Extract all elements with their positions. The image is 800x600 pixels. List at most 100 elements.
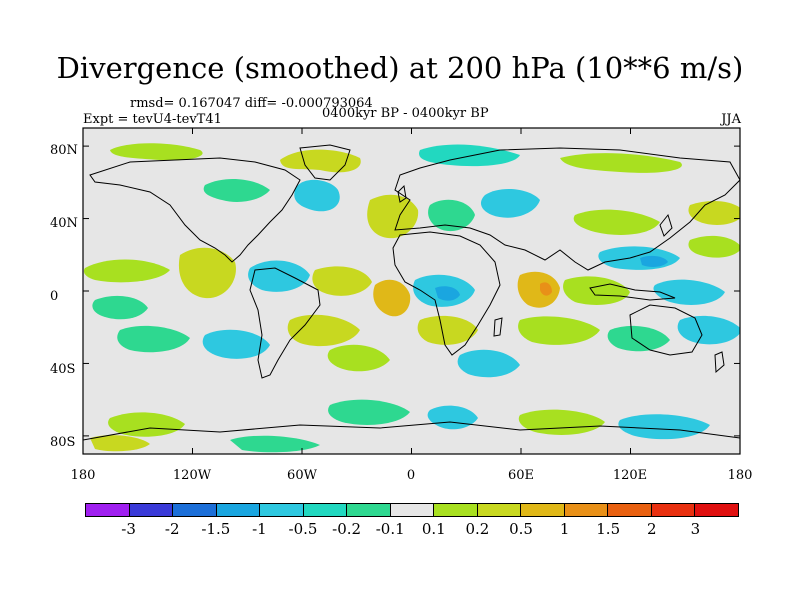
x-tick-label: 60E [507,468,535,483]
field-patch [428,199,475,232]
greenland-outline [299,144,351,181]
field-patch [327,344,390,372]
period-label: 0400kyr BP - 0400kyr BP [322,106,489,121]
colorbar-level-label: 3 [690,520,701,538]
colorbar-swatch [216,504,261,516]
field-patch [688,200,740,225]
colorbar-level-label: -3 [121,520,136,538]
field-patch [435,286,460,301]
field-patch [618,414,710,440]
x-tick-label: 60W [287,468,317,483]
australia-outline [629,304,703,356]
africa-outline [392,231,501,356]
north-america-outline [89,157,301,263]
field-patch [560,153,682,173]
colorbar-level-label: -0.1 [375,520,405,538]
y-tick-label: 80S [50,435,76,450]
colorbar [85,503,739,517]
colorbar-swatch [695,504,738,516]
new-zealand-outline [714,351,725,374]
colorbar-level-label: 0.1 [421,520,446,538]
colorbar-swatch [434,504,478,516]
field-patch [110,143,203,161]
indonesia-outline [589,283,676,301]
field-patch [480,188,540,218]
colorbar-swatch [608,504,652,516]
field-patch [92,295,148,320]
x-tick-label: 120W [172,468,212,483]
colorbar-swatch [129,504,174,516]
field-patch [178,247,236,299]
coastlines [83,144,740,441]
colorbar-level-label: -1.5 [201,520,231,538]
eurasia-outline [394,147,740,271]
field-patch [677,315,740,345]
colorbar-swatch [564,504,609,516]
experiment-label: Expt = tevU4-tevT41 [83,112,222,127]
colorbar-level-label: -0.5 [288,520,318,538]
field-patch [90,435,150,452]
field-patch [203,178,270,202]
field-patch [373,279,411,317]
colorbar-swatch [86,504,130,516]
season-label: JJA [721,112,741,127]
antarctica-outline [83,421,740,441]
field-patch [117,325,190,353]
plot-title: Divergence (smoothed) at 200 hPa (10**6 … [56,51,744,85]
contour-fields [83,143,740,453]
colorbar-swatch [173,504,217,516]
field-patch [607,325,670,352]
x-tick-label: 0 [406,468,416,483]
field-patch [312,266,372,296]
y-tick-label: 80N [50,143,78,158]
field-patch [518,316,600,345]
colorbar-level-label: 1 [559,520,570,538]
colorbar-level-label: 2 [647,520,657,538]
field-patch [367,194,419,239]
colorbar-swatch [477,504,522,516]
field-patch [280,149,361,173]
colorbar-swatch [347,504,391,516]
x-tick-label: 180 [70,468,96,483]
field-patch [457,349,520,378]
field-patch [540,282,552,296]
field-patch [573,209,660,235]
field-patch [417,315,478,345]
colorbar-swatch [260,504,304,516]
field-patch [294,179,340,212]
colorbar-swatch [521,504,565,516]
field-patch [563,276,630,305]
stats-text: rmsd= 0.167047 diff= -0.000793064 [130,96,373,111]
uk-outline [397,184,407,203]
field-patch [108,412,185,437]
field-patch [248,260,310,292]
colorbar-level-label: -0.2 [332,520,362,538]
x-tick-label: 180 [727,468,753,483]
south-america-outline [249,267,321,379]
field-patch [83,259,170,283]
colorbar-swatch [651,504,696,516]
axis-ticks [82,128,741,454]
colorbar-level-label: -2 [164,520,180,538]
colorbar-level-label: 0.5 [509,520,533,538]
y-tick-label: 0 [50,289,59,304]
field-patch [230,435,320,453]
field-patch [328,399,410,425]
colorbar-level-label: 0.2 [465,520,490,538]
field-patch [517,271,560,308]
y-tick-label: 40S [50,362,76,377]
field-patch [688,235,740,258]
colorbar-level-label: -1 [252,520,267,538]
y-tick-label: 40N [50,216,78,231]
field-patch [640,255,668,267]
field-patch [202,329,270,359]
field-patch [419,144,520,167]
colorbar-level-label: 1.5 [596,520,621,538]
japan-outline [659,213,673,237]
x-tick-label: 120E [612,468,648,483]
colorbar-swatch [390,504,435,516]
madagascar-outline [493,317,503,337]
field-patch [287,314,360,347]
colorbar-swatch [303,504,348,516]
